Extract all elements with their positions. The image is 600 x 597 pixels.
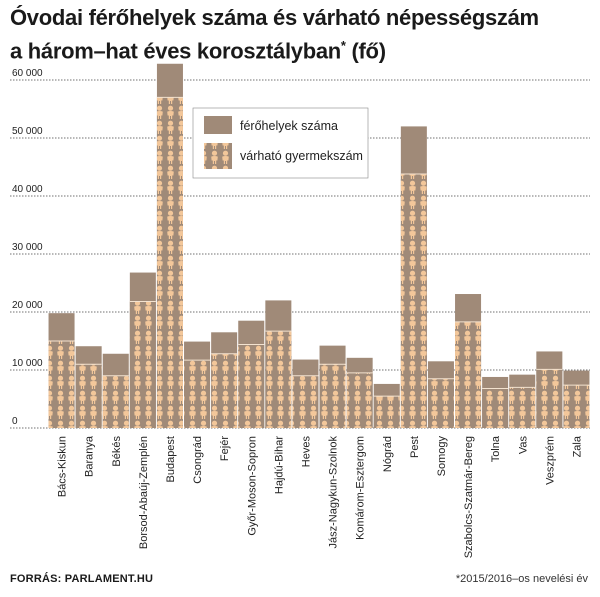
bar-children	[265, 331, 292, 428]
bar-children	[536, 369, 563, 428]
y-axis-ticks: 0 10 000 20 000 30 000 40 000 50 000 60 000	[12, 68, 43, 427]
bar-children	[509, 387, 536, 428]
x-category-label: Pest	[409, 436, 421, 458]
x-category-label: Fejér	[219, 436, 231, 461]
bar-children	[346, 372, 373, 428]
bar-children	[455, 321, 482, 428]
bars	[48, 63, 590, 429]
x-category-label: Veszprém	[544, 436, 556, 485]
x-category-label: Szabolcs-Szatmár-Bereg	[463, 436, 475, 558]
bar-children	[75, 364, 102, 428]
source-credit: FORRÁS: PARLAMENT.HU	[10, 573, 154, 585]
legend-label-children: várható gyermekszám	[240, 149, 363, 163]
bar-children	[319, 364, 346, 428]
x-category-label: Vas	[517, 436, 529, 455]
legend-swatch-children	[204, 143, 232, 169]
x-category-label: Heves	[300, 436, 312, 468]
title-unit: (fő)	[345, 38, 386, 64]
title-line-2: a három–hat éves korosztályban* (fő)	[10, 32, 590, 65]
y-tick-label: 30 000	[12, 242, 43, 253]
y-tick-label: 60 000	[12, 68, 43, 79]
x-category-label: Jász-Nagykun-Szolnok	[328, 436, 340, 549]
x-category-label: Borsod-Abaúj-Zemplén	[138, 436, 150, 549]
bar-children	[129, 301, 156, 428]
bar-children	[400, 173, 427, 428]
x-axis-labels: Bács-Kiskun Baranya Békés Borsod-Abaúj-Zemp…	[57, 435, 584, 558]
y-tick-label: 20 000	[12, 300, 43, 311]
bar-children	[238, 344, 265, 428]
footnote: *2015/2016–os nevelési év	[455, 573, 588, 585]
chart-title: Óvodai férőhelyek száma és várható népes…	[10, 4, 590, 65]
y-tick-label: 50 000	[12, 126, 43, 137]
x-category-label: Komárom-Esztergom	[355, 436, 367, 540]
x-category-label: Zala	[571, 435, 583, 457]
bar-children	[102, 375, 129, 428]
legend: férőhelyek száma várható gyermekszám	[192, 107, 369, 179]
bar-children	[292, 375, 319, 428]
legend-label-capacity: férőhelyek száma	[240, 119, 338, 133]
bar-children	[211, 353, 238, 428]
x-category-label: Baranya	[84, 435, 96, 477]
bar-children	[156, 97, 183, 429]
y-tick-label: 10 000	[12, 358, 43, 369]
bar-children	[373, 396, 400, 428]
x-category-label: Somogy	[436, 436, 448, 477]
x-category-label: Budapest	[165, 436, 177, 482]
title-line-2-text: a három–hat éves korosztályban	[10, 38, 341, 64]
x-category-label: Tolna	[490, 435, 502, 462]
x-category-label: Csongrád	[192, 436, 204, 484]
title-footnote-mark: *	[340, 38, 346, 53]
bar-children	[482, 388, 509, 428]
x-category-label: Győr-Moson-Sopron	[246, 436, 258, 536]
legend-swatch-capacity	[204, 116, 232, 134]
y-tick-label: 40 000	[12, 184, 43, 195]
y-tick-label: 0	[12, 416, 18, 427]
bar-children	[563, 385, 590, 428]
bar-children	[427, 378, 454, 428]
x-category-label: Hajdú-Bihar	[273, 436, 285, 494]
bar-children	[184, 360, 211, 428]
title-line-1: Óvodai férőhelyek száma és várható népes…	[10, 5, 539, 30]
x-category-label: Nógrád	[382, 436, 394, 472]
bar-children	[48, 341, 75, 428]
x-category-label: Bács-Kiskun	[57, 436, 69, 497]
x-category-label: Békés	[111, 436, 123, 467]
